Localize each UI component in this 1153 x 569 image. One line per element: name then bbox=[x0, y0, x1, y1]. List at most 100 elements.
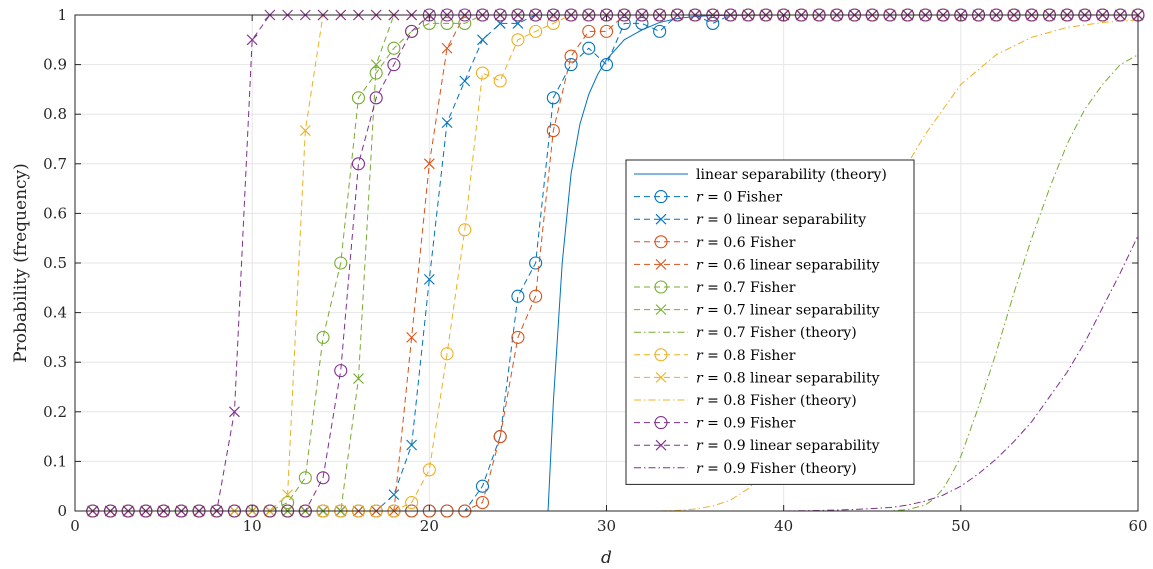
y-axis-label: Probability (frequency) bbox=[11, 163, 31, 363]
legend-label: r = 0.9 linear separability bbox=[696, 438, 880, 454]
x-tick-label: 60 bbox=[1128, 517, 1147, 535]
data-point bbox=[599, 24, 614, 38]
data-point bbox=[422, 463, 436, 477]
legend-marker bbox=[655, 372, 667, 383]
series-line bbox=[783, 235, 1139, 512]
legend-label-text: = 0.9 linear separability bbox=[703, 438, 880, 454]
legend-label: r = 0.7 Fisher (theory) bbox=[696, 325, 857, 341]
legend-label-text: = 0.9 Fisher bbox=[703, 416, 796, 432]
data-point bbox=[653, 24, 667, 38]
data-point bbox=[406, 332, 418, 343]
legend-entry: linear separability (theory) bbox=[634, 167, 887, 183]
y-tick-label: 0.1 bbox=[43, 452, 67, 470]
x-tick-label: 40 bbox=[774, 517, 793, 535]
legend-label-text: = 0 linear separability bbox=[703, 212, 867, 228]
legend-marker bbox=[654, 190, 668, 204]
legend-entry: r = 0.7 linear separability bbox=[634, 303, 880, 319]
data-point bbox=[316, 330, 330, 344]
legend-label: r = 0.9 Fisher bbox=[696, 416, 796, 432]
legend-label: r = 0.7 linear separability bbox=[696, 303, 880, 319]
data-point bbox=[351, 91, 366, 105]
data-point bbox=[511, 289, 525, 303]
data-point bbox=[387, 41, 401, 55]
legend-label-variable: r bbox=[696, 416, 704, 432]
data-point bbox=[475, 66, 490, 80]
data-point bbox=[582, 41, 596, 55]
legend-entry: r = 0.6 linear separability bbox=[634, 257, 880, 273]
legend-label-text: = 0 Fisher bbox=[703, 190, 783, 206]
data-point bbox=[529, 24, 543, 38]
data-point bbox=[599, 58, 614, 72]
data-point bbox=[405, 496, 419, 510]
legend-label-variable: r bbox=[696, 370, 704, 386]
data-point bbox=[246, 34, 258, 46]
legend-label-variable: r bbox=[696, 393, 704, 409]
data-point bbox=[475, 496, 490, 510]
data-point bbox=[493, 430, 507, 444]
data-point bbox=[370, 59, 382, 70]
legend-marker bbox=[655, 439, 667, 451]
x-tick-label: 50 bbox=[951, 517, 970, 535]
legend-marker bbox=[655, 213, 667, 225]
y-tick-label: 0 bbox=[57, 502, 67, 520]
y-tick-label: 0.9 bbox=[43, 56, 67, 74]
data-point bbox=[229, 406, 240, 418]
data-point bbox=[334, 364, 348, 378]
data-point bbox=[546, 16, 560, 30]
x-tick-label: 20 bbox=[420, 517, 439, 535]
data-point bbox=[459, 75, 471, 87]
data-point bbox=[511, 33, 525, 47]
data-point bbox=[546, 124, 560, 138]
x-tick-label: 30 bbox=[597, 517, 616, 535]
legend-label-variable: r bbox=[696, 438, 704, 454]
data-point bbox=[458, 16, 472, 30]
legend-label-variable: r bbox=[696, 257, 704, 273]
data-point bbox=[299, 125, 311, 136]
legend-entry: r = 0.6 Fisher bbox=[634, 235, 796, 251]
series-r-0-8-fisher-theory bbox=[659, 19, 1139, 512]
legend-entry: r = 0.8 linear separability bbox=[634, 370, 880, 386]
legend-marker bbox=[654, 416, 668, 430]
data-point bbox=[405, 24, 419, 38]
data-point bbox=[475, 479, 490, 493]
data-point bbox=[564, 58, 578, 72]
legend-label-text: = 0.8 Fisher (theory) bbox=[703, 393, 857, 409]
data-point bbox=[493, 74, 507, 88]
data-point bbox=[281, 496, 295, 510]
legend: linear separability (theory) r = 0 Fisher… bbox=[625, 159, 915, 485]
data-point bbox=[635, 16, 649, 30]
legend-label-text: = 0.7 Fisher (theory) bbox=[703, 325, 857, 341]
data-point bbox=[334, 256, 348, 270]
data-point bbox=[388, 489, 400, 501]
legend-label-text: = 0.8 Fisher bbox=[703, 348, 796, 364]
legend-label-text: = 0.6 Fisher bbox=[703, 235, 796, 251]
legend-label: r = 0.6 Fisher bbox=[696, 235, 796, 251]
legend-label-variable: r bbox=[696, 212, 704, 228]
series-line bbox=[854, 54, 1139, 512]
series-r-0-7-fisher-theory bbox=[854, 54, 1139, 512]
legend-label: r = 0.8 Fisher (theory) bbox=[696, 393, 857, 409]
legend-box bbox=[625, 159, 915, 485]
x-tick-label: 0 bbox=[70, 517, 80, 535]
data-point bbox=[529, 256, 543, 270]
legend-label-text: = 0.6 linear separability bbox=[703, 257, 880, 273]
legend-label-variable: r bbox=[696, 235, 704, 251]
legend-label: r = 0.7 Fisher bbox=[696, 280, 796, 296]
legend-label-text: = 0.7 linear separability bbox=[703, 303, 880, 319]
legend-label-variable: r bbox=[696, 303, 704, 319]
legend-entry: r = 0.9 Fisher (theory) bbox=[634, 461, 857, 477]
legend-label: r = 0.8 Fisher bbox=[696, 348, 796, 364]
data-point bbox=[511, 330, 525, 344]
legend-label-text: = 0.9 Fisher (theory) bbox=[703, 461, 857, 477]
legend-entry: r = 0.7 Fisher (theory) bbox=[634, 325, 857, 341]
legend-label: r = 0 linear separability bbox=[696, 212, 866, 228]
legend-label: r = 0 Fisher bbox=[696, 190, 782, 206]
legend-label-variable: r bbox=[696, 280, 704, 296]
data-point bbox=[441, 117, 453, 129]
data-point bbox=[458, 223, 472, 237]
legend-marker bbox=[654, 348, 668, 362]
legend-label-variable: r bbox=[696, 348, 704, 364]
x-axis-label: d bbox=[601, 548, 612, 568]
legend-label-text: = 0.8 linear separability bbox=[703, 370, 880, 386]
